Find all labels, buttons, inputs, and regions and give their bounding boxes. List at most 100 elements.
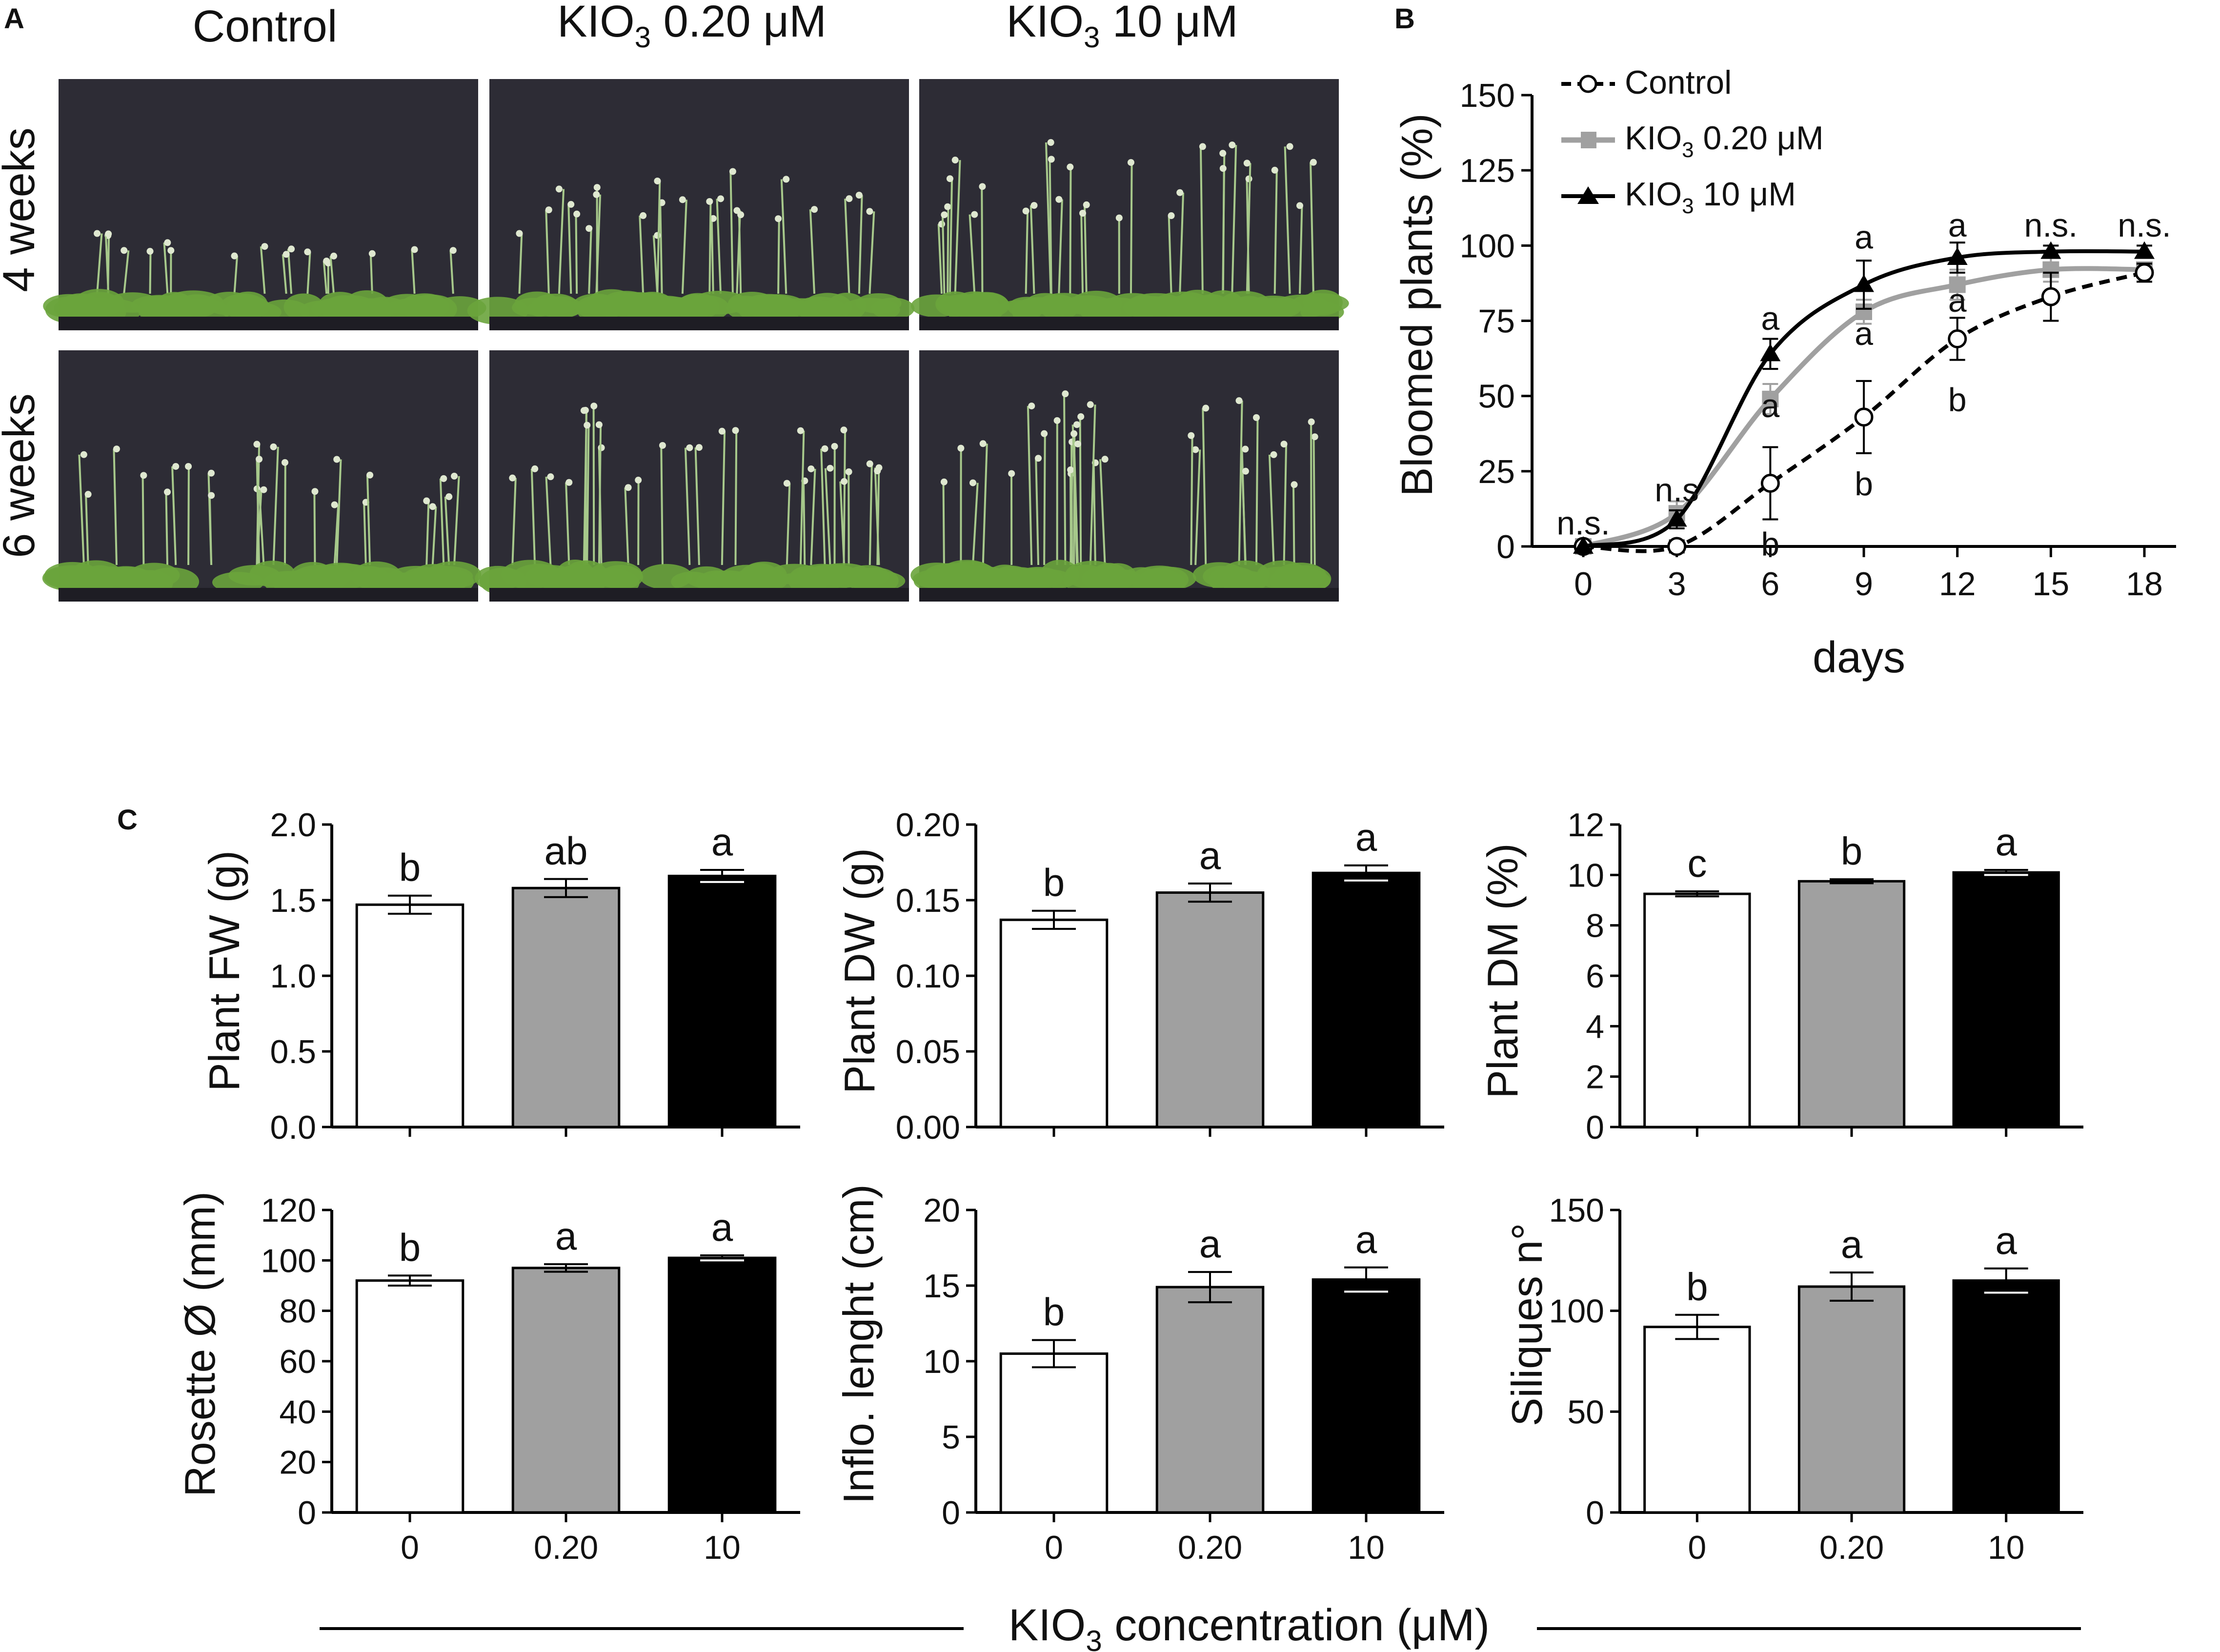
bar-plots: 0.00.51.01.52.0b ab a0.000.050.100.150.20b… bbox=[261, 806, 2083, 1566]
bar-rosette-2 bbox=[667, 1256, 777, 1514]
bar-ytick-label: 20 bbox=[279, 1444, 316, 1481]
bar-ytick-label: 0.20 bbox=[896, 806, 960, 844]
bar-significance-letter: a bbox=[711, 1206, 733, 1249]
bar-significance-letter: b bbox=[399, 846, 421, 889]
bloom-point bbox=[1667, 537, 1687, 556]
bar-errorbar bbox=[1188, 882, 1232, 903]
bar-errorbar bbox=[1675, 1313, 1719, 1340]
bar-dw-0 bbox=[999, 918, 1109, 1128]
photo-tile bbox=[475, 350, 909, 602]
photo-tile bbox=[43, 79, 486, 330]
bloom-ytick-label: 25 bbox=[1478, 453, 1515, 490]
bloom-xtick-label: 6 bbox=[1761, 565, 1779, 603]
legend-item-kio3-020: KIO3 0.20 μM bbox=[1561, 120, 1824, 162]
bar-ytick-label: 0.10 bbox=[896, 958, 960, 995]
bar-ytick-label: 100 bbox=[261, 1242, 316, 1279]
photo-grid: Control KIO3 0.20 μM KIO3 10 μM 4 weeks … bbox=[0, 0, 1349, 602]
bar-ytick-label: 60 bbox=[279, 1343, 316, 1380]
bar-ytick-label: 6 bbox=[1586, 958, 1604, 995]
bar-siliques-2 bbox=[1952, 1279, 2060, 1514]
photo-tile bbox=[910, 350, 1339, 602]
bar-dw-2 bbox=[1312, 871, 1421, 1128]
bar-ytick-label: 80 bbox=[279, 1293, 316, 1330]
legend-item-control: Control bbox=[1561, 64, 1732, 101]
bar-significance-letter: b bbox=[1043, 1290, 1065, 1334]
bar-xtick-label: 0 bbox=[1688, 1529, 1706, 1566]
bar-errorbar bbox=[544, 1263, 588, 1273]
bloom-ytick-label: 125 bbox=[1460, 152, 1515, 189]
bar-significance-letter: b bbox=[1841, 829, 1863, 873]
bloom-significance-label: n.s. bbox=[1556, 504, 1610, 542]
bloom-point bbox=[1947, 247, 1968, 265]
bar-errorbar bbox=[1675, 890, 1719, 898]
bloom-xtick-label: 3 bbox=[1668, 565, 1686, 603]
bar-ytick-label: 0 bbox=[942, 1494, 960, 1531]
bar-significance-letter: b bbox=[1043, 861, 1065, 905]
bar-errorbar bbox=[388, 894, 432, 915]
legend-label-control: Control bbox=[1625, 64, 1732, 101]
bloom-line-chart: Bloomed plants (%) days 0255075100125150… bbox=[1393, 64, 2176, 682]
bar-significance-letter: a bbox=[555, 1214, 577, 1258]
bar-significance-letter: ab bbox=[545, 829, 588, 873]
photo-tile bbox=[42, 350, 482, 602]
bar-ytick-label: 0.15 bbox=[896, 882, 960, 919]
bar-siliques-0 bbox=[1643, 1326, 1751, 1514]
bar-ytick-label: 40 bbox=[279, 1393, 316, 1430]
bar-xtick-label: 0 bbox=[1045, 1529, 1063, 1566]
bar-charts: Plant FW (g) Plant DW (g) Plant DM (%) R… bbox=[176, 806, 2083, 1566]
bar-ylabel-inflo: Inflo. lenght (cm) bbox=[834, 1184, 883, 1504]
bar-inflo-2 bbox=[1312, 1278, 1421, 1514]
bar-ytick-label: 10 bbox=[923, 1343, 960, 1380]
bloom-significance-label: a bbox=[1761, 387, 1779, 424]
bar-errorbar bbox=[1188, 1271, 1232, 1304]
bloom-ytick-label: 150 bbox=[1460, 77, 1515, 114]
photo-col-header-kio3-020: KIO3 0.20 μM bbox=[557, 0, 827, 54]
bar-ytick-label: 8 bbox=[1586, 907, 1604, 945]
bloom-point bbox=[1948, 329, 1967, 348]
bar-ylabel-siliques: Siliques n° bbox=[1503, 1223, 1551, 1427]
bar-significance-letter: a bbox=[1841, 1223, 1863, 1266]
bar-ytick-label: 0 bbox=[298, 1494, 316, 1531]
bar-ytick-label: 50 bbox=[1567, 1393, 1604, 1430]
panel-b-letter: B bbox=[1394, 3, 1415, 35]
bar-ylabel-dw: Plant DW (g) bbox=[835, 848, 884, 1094]
photo-row-label-6-weeks: 6 weeks bbox=[0, 393, 44, 558]
bar-ytick-label: 15 bbox=[923, 1268, 960, 1305]
bloom-significance-label: n.s. bbox=[2024, 207, 2078, 244]
bloom-point bbox=[1854, 407, 1874, 427]
bar-errorbar bbox=[700, 1254, 744, 1262]
bar-xtick-label: 0.20 bbox=[1819, 1529, 1884, 1566]
bar-ytick-label: 1.0 bbox=[270, 958, 316, 995]
bar-ytick-label: 2 bbox=[1586, 1059, 1604, 1096]
bar-xtick-label: 10 bbox=[1348, 1529, 1385, 1566]
bloom-point bbox=[2135, 263, 2154, 282]
bar-errorbar bbox=[700, 869, 744, 883]
photo-row-label-4-weeks: 4 weeks bbox=[0, 127, 44, 292]
bar-xtick-label: 10 bbox=[704, 1529, 741, 1566]
bar-significance-letter: a bbox=[1355, 1218, 1377, 1261]
bar-ytick-label: 0.5 bbox=[270, 1033, 316, 1070]
bar-chart-dm: 0 2 4 6 8 10 12 c b a bbox=[1567, 806, 2083, 1146]
bar-ytick-label: 5 bbox=[942, 1419, 960, 1456]
bloom-point bbox=[1666, 509, 1687, 527]
bloom-point bbox=[2040, 241, 2061, 259]
legend-label-kio3-020: KIO3 0.20 μM bbox=[1625, 120, 1824, 162]
bar-ytick-label: 20 bbox=[923, 1192, 960, 1229]
bar-chart-rosette: 0 20 40 60 80 100 120 b 0 a 0.20 a 10 bbox=[261, 1192, 800, 1566]
panel-c-letter: C bbox=[117, 804, 138, 836]
bar-chart-fw: 0.0 0.5 1.0 1.5 2.0 b ab a bbox=[270, 806, 800, 1146]
photo-col-header-kio3-10: KIO3 10 μM bbox=[1007, 0, 1238, 54]
bloom-point bbox=[1573, 536, 1594, 554]
bloom-xtick-label: 15 bbox=[2033, 565, 2070, 603]
bar-errorbar bbox=[1344, 864, 1388, 882]
bloom-point bbox=[1854, 274, 1874, 292]
panel-a-letter: A bbox=[4, 3, 24, 35]
photo-tile bbox=[467, 79, 915, 330]
bar-rosette-1 bbox=[511, 1267, 621, 1514]
bar-ylabel-fw: Plant FW (g) bbox=[200, 850, 248, 1091]
bloom-significance-label: n.s bbox=[1655, 472, 1699, 509]
bloom-point bbox=[1949, 276, 1966, 293]
photo-tiles bbox=[42, 79, 1349, 602]
bar-dm-0 bbox=[1643, 892, 1751, 1128]
